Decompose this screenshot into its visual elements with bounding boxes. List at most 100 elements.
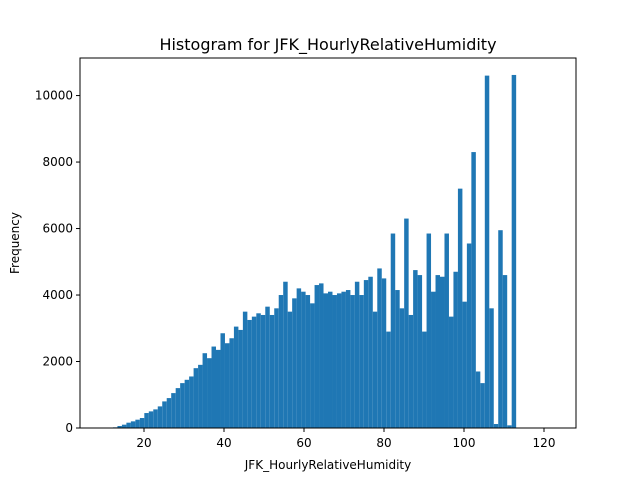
histogram-bar (395, 290, 400, 428)
histogram-bar (175, 388, 181, 428)
histogram-bar (390, 233, 396, 428)
histogram-bar (278, 295, 284, 428)
x-axis-ticks: 20 40 60 80 100 120 (136, 428, 555, 450)
histogram-bar (448, 316, 454, 428)
plot-frame (79, 57, 577, 429)
histogram-bar (162, 401, 167, 428)
histogram-bar (130, 421, 136, 428)
histogram-bar (475, 371, 481, 428)
histogram-bar (363, 280, 369, 428)
x-tick-label: 120 (533, 436, 556, 450)
histogram-bar (444, 233, 449, 428)
y-tick-label: 2000 (42, 355, 73, 369)
histogram-bar (274, 308, 279, 428)
y-tick-label: 4000 (42, 288, 73, 302)
histogram-bar (426, 233, 432, 428)
y-tick-label: 10000 (35, 89, 73, 103)
histogram-bar (345, 290, 351, 428)
histogram-bar (247, 319, 252, 428)
histogram-bar (260, 314, 266, 428)
histogram-bar (269, 314, 275, 428)
y-axis-label: Frequency (8, 212, 22, 274)
histogram-bar (498, 230, 503, 428)
histogram-bar (296, 288, 302, 428)
y-tick-label: 6000 (42, 222, 73, 236)
histogram-bar (386, 331, 391, 428)
histogram-bars (112, 74, 517, 429)
histogram-bar (265, 306, 270, 428)
histogram-bar (323, 293, 328, 428)
histogram-bar (211, 346, 216, 428)
histogram-bar (198, 364, 203, 428)
x-tick-label: 40 (216, 436, 231, 450)
histogram-bar (283, 281, 288, 428)
chart-title: Histogram for JFK_HourlyRelativeHumidity (159, 35, 496, 55)
histogram-bar (457, 188, 463, 428)
histogram-bar (489, 308, 494, 428)
histogram-bar (166, 398, 172, 428)
histogram-bar (126, 422, 131, 428)
histogram-bar (135, 419, 140, 428)
histogram-bar (413, 270, 418, 428)
histogram-bar (507, 425, 512, 428)
histogram-bar (480, 383, 485, 428)
histogram-bar (139, 418, 145, 428)
histogram-bar (471, 152, 476, 428)
histogram-bar (462, 301, 467, 428)
histogram-bar (484, 75, 490, 428)
histogram-bar (372, 311, 378, 428)
histogram-bar (466, 243, 472, 428)
histogram-bar (359, 295, 364, 428)
x-tick-label: 60 (296, 436, 311, 450)
histogram-bar (238, 329, 243, 428)
y-tick-label: 8000 (42, 155, 73, 169)
histogram-bar (381, 278, 387, 428)
histogram-bar (220, 333, 225, 428)
histogram-bar (404, 218, 409, 428)
y-axis-ticks: 0 2000 4000 6000 8000 10000 (35, 89, 80, 435)
histogram-bar (171, 393, 176, 428)
histogram-bar (287, 311, 293, 428)
histogram-bar (341, 291, 346, 428)
histogram-bar (117, 426, 122, 428)
histogram-bar (305, 295, 311, 428)
histogram-bar (202, 353, 208, 428)
histogram-bar (148, 411, 154, 428)
histogram-bar (292, 298, 297, 428)
histogram-bar (350, 295, 355, 428)
histogram-bar (256, 313, 261, 428)
histogram-bar (314, 285, 320, 428)
histogram-bar (193, 368, 199, 428)
histogram-bar (121, 424, 127, 428)
histogram-bar (229, 338, 234, 428)
histogram-bar (153, 409, 158, 428)
histogram-bar (216, 349, 221, 428)
histogram-bar (242, 311, 248, 428)
histogram-bar (502, 275, 508, 428)
histogram-bar (207, 358, 212, 428)
histogram-bar (453, 271, 458, 428)
histogram-bar (332, 295, 337, 428)
x-tick-label: 80 (376, 436, 391, 450)
histogram-bar (328, 291, 333, 428)
histogram-bar (422, 331, 427, 428)
x-tick-label: 100 (453, 436, 476, 450)
x-tick-label: 20 (136, 436, 151, 450)
histogram-bar (224, 343, 230, 428)
histogram-bar (435, 275, 440, 428)
histogram-bar (310, 303, 315, 428)
histogram-bar (354, 281, 360, 428)
histogram-bar (399, 308, 405, 428)
histogram-bar (377, 268, 382, 428)
histogram-bar (417, 275, 423, 428)
histogram-bar (511, 74, 517, 429)
histogram-bar (368, 276, 373, 428)
histogram-bar (431, 291, 436, 428)
histogram-bar (301, 291, 306, 428)
histogram-bar (408, 314, 414, 428)
histogram-bar (440, 276, 445, 428)
histogram-bar (144, 413, 149, 428)
histogram-bar (157, 406, 163, 428)
histogram-bar (336, 293, 342, 428)
